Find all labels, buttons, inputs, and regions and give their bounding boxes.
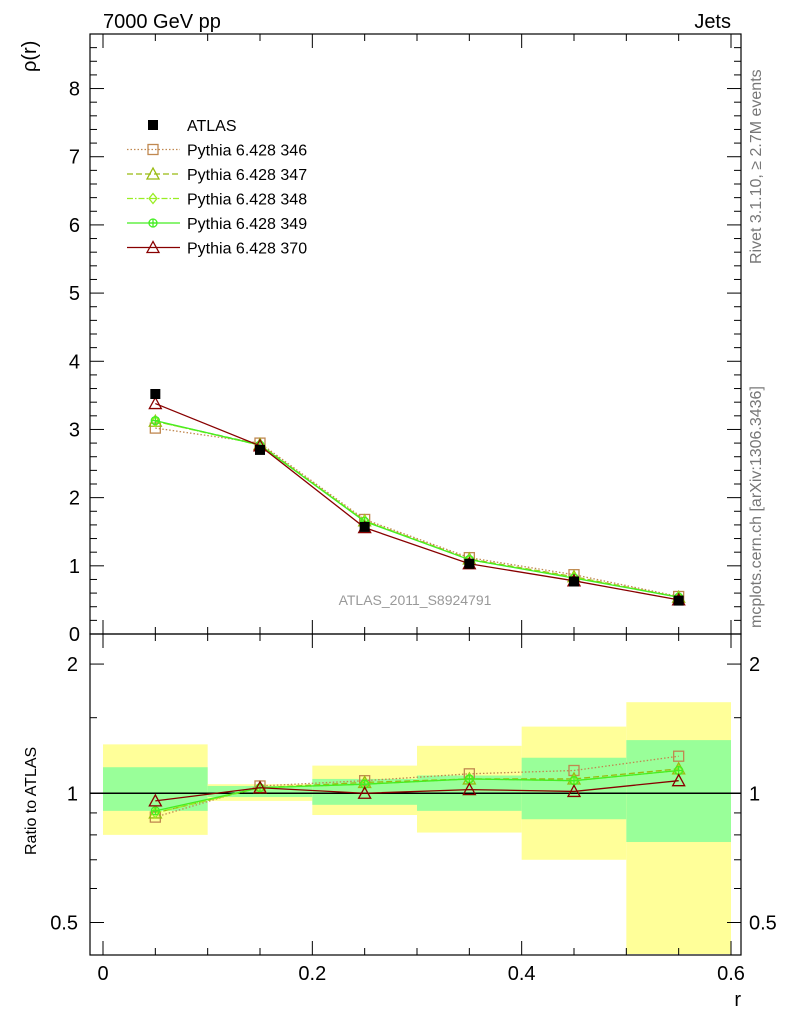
ratio-series-marker	[252, 780, 268, 794]
legend-label: Pythia 6.428 347	[187, 167, 307, 184]
ratio-tick-label: 2	[67, 654, 78, 676]
uncertainty-band-inner	[521, 757, 627, 820]
y-tick-label: 0	[69, 624, 80, 646]
series-line	[155, 419, 679, 598]
ratio-series-line	[155, 769, 679, 812]
x-tick-label: 0.6	[717, 963, 745, 985]
x-tick-label: 0.4	[508, 963, 536, 985]
legend-label: Pythia 6.428 349	[187, 216, 307, 233]
data-point	[673, 595, 684, 606]
x-axis-label: r	[734, 989, 741, 1011]
y-tick-label: 1	[69, 556, 80, 578]
series-line	[155, 402, 679, 601]
ratio-tick-label: 0.5	[50, 912, 78, 934]
header-right: Jets	[694, 11, 731, 33]
ratio-plot-frame	[89, 633, 742, 956]
legend-label: Pythia 6.428 370	[187, 241, 307, 258]
y-tick-label: 8	[69, 79, 80, 101]
ratio-y-axis-label: Ratio to ATLAS	[23, 747, 40, 855]
y-axis-label: ρ(r)	[19, 41, 41, 72]
data-point	[569, 576, 579, 587]
data-point	[359, 521, 370, 532]
ratio-tick-label: 0.5	[749, 912, 777, 934]
legend-marker	[147, 143, 159, 156]
ratio-series-line	[155, 768, 679, 814]
legend-marker	[148, 192, 158, 205]
legend-marker	[145, 166, 161, 180]
ratio-series-marker	[148, 793, 163, 807]
ratio-tick-label: 1	[749, 783, 760, 805]
legend-label: Pythia 6.428 348	[187, 192, 307, 209]
series-line	[155, 420, 679, 598]
series-line	[155, 427, 679, 598]
ratio-tick-label: 2	[749, 654, 760, 676]
ratio-series-marker	[673, 750, 685, 762]
data-point	[150, 389, 161, 399]
mcplots-label: mcplots.cern.ch [arXiv:1306.3436]	[748, 386, 765, 628]
data-point	[464, 558, 475, 569]
y-tick-label: 6	[69, 215, 80, 237]
series-line	[155, 420, 679, 598]
y-tick-label: 7	[69, 147, 80, 169]
rivet-label: Rivet 3.1.10, ≥ 2.7M events	[748, 69, 765, 264]
ratio-tick-label: 1	[67, 783, 78, 805]
y-tick-label: 2	[69, 488, 80, 510]
ratio-series-marker	[359, 778, 370, 791]
legend-label: Pythia 6.428 346	[187, 143, 307, 160]
ratio-series-marker	[462, 782, 477, 796]
analysis-label: ATLAS_2011_S8924791	[339, 592, 492, 608]
data-point	[255, 444, 265, 455]
header-left: 7000 GeV pp	[103, 11, 221, 33]
legend-label: ATLAS	[187, 118, 237, 135]
legend-marker	[148, 120, 158, 130]
ratio-series-marker	[671, 773, 686, 787]
series-marker	[148, 396, 163, 410]
y-tick-label: 5	[69, 283, 80, 305]
x-tick-label: 0	[97, 963, 108, 985]
series-marker	[150, 415, 161, 428]
plot-layer: 0 1 2 3 4 5 6 7 8 0.5 0.5 1 1 2 2 0 0.2 0.4 0.6 ATLAS_2011_…	[50, 33, 777, 985]
y-tick-label: 3	[69, 419, 80, 441]
uncertainty-band-inner	[626, 740, 731, 843]
ratio-series-marker	[357, 785, 372, 799]
legend-marker	[145, 240, 161, 254]
ratio-series-line	[155, 780, 679, 802]
y-tick-label: 4	[69, 351, 80, 373]
x-tick-label: 0.2	[298, 963, 326, 985]
ratio-series-marker	[566, 784, 582, 798]
